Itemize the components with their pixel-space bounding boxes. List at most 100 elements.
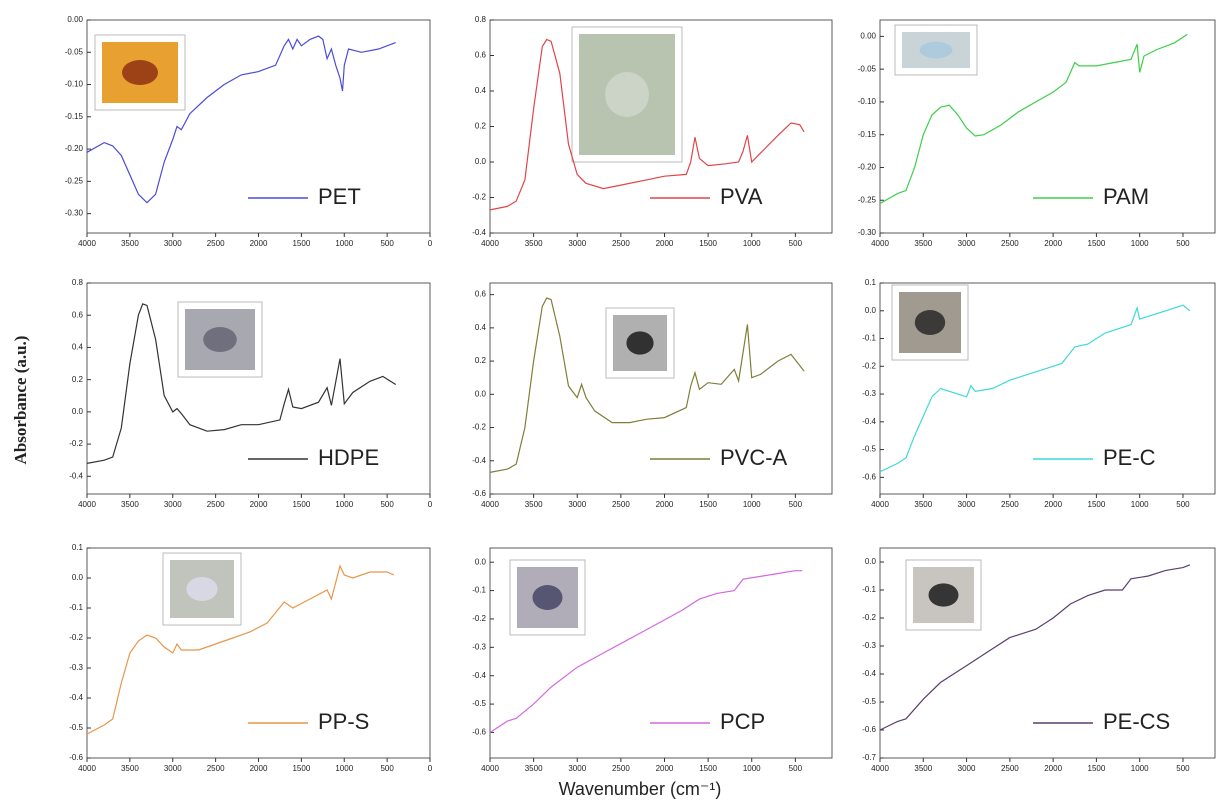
y-tick-label: 0.0 — [865, 306, 877, 315]
y-tick-label: 0.1 — [865, 278, 877, 287]
x-tick-label: 3000 — [568, 239, 586, 248]
x-tick-label: 1500 — [1088, 239, 1106, 248]
y-tick-label: 0.4 — [475, 86, 487, 95]
y-tick-label: 0.0 — [475, 157, 487, 166]
x-tick-label: 500 — [1176, 239, 1190, 248]
inset-particle — [203, 327, 237, 352]
legend-label: PVC-A — [720, 445, 788, 470]
x-tick-label: 4000 — [871, 764, 889, 773]
y-tick-label: -0.10 — [65, 80, 84, 89]
inset-particle — [186, 577, 218, 601]
y-tick-label: 0.6 — [72, 310, 84, 319]
y-tick-label: -0.5 — [69, 723, 83, 732]
y-tick-label: 0.00 — [67, 15, 83, 24]
x-tick-label: 1000 — [1131, 500, 1149, 509]
y-tick-label: -0.5 — [862, 697, 876, 706]
panel: 0.6 0.4 0.2 0.0 -0.2 -0.4 -0.6 4000 3500 3000 2500… — [472, 282, 833, 509]
x-tick-label: 2000 — [656, 764, 674, 773]
x-tick-label: 2500 — [1001, 239, 1019, 248]
y-tick-label: -0.2 — [472, 193, 486, 202]
inset-particle — [532, 585, 563, 610]
x-tick-label: 1000 — [335, 239, 353, 248]
legend-label: PVA — [720, 184, 763, 209]
x-tick-label: 2500 — [612, 239, 630, 248]
y-tick-label: -0.05 — [65, 47, 84, 56]
x-tick-label: 1500 — [292, 239, 310, 248]
y-tick-label: -0.5 — [862, 445, 876, 454]
inset-particle — [626, 331, 654, 355]
x-tick-label: 1000 — [1131, 239, 1149, 248]
x-tick-label: 4000 — [78, 500, 96, 509]
y-tick-label: -0.3 — [862, 641, 876, 650]
y-tick-label: 0.6 — [475, 51, 487, 60]
x-tick-label: 2500 — [612, 500, 630, 509]
x-tick-label: 500 — [789, 764, 803, 773]
y-tick-label: -0.6 — [862, 472, 876, 481]
x-tick-label: 1500 — [699, 764, 717, 773]
x-tick-label: 2500 — [207, 500, 225, 509]
y-tick-label: 0.00 — [860, 31, 876, 40]
x-tick-label: 2000 — [250, 239, 268, 248]
panel: 0.00 -0.05 -0.10 -0.15 -0.20 -0.25 -0.30 4000 35… — [65, 15, 433, 248]
y-tick-label: -0.20 — [858, 163, 877, 172]
x-tick-label: 3500 — [525, 500, 543, 509]
panel: 0.00 -0.05 -0.10 -0.15 -0.20 -0.25 -0.30 4000 35… — [858, 19, 1216, 248]
spectrum-line — [879, 304, 1191, 473]
spectrum-line — [86, 564, 395, 735]
y-tick-label: 0.8 — [475, 15, 487, 24]
panel: 0.8 0.6 0.4 0.2 0.0 -0.2 -0.4 4000 3500 3000 2500 2… — [69, 278, 433, 509]
plot-frame — [879, 282, 1216, 495]
y-tick-label: 0.4 — [475, 323, 487, 332]
x-tick-label: 2000 — [250, 500, 268, 509]
y-tick-label: -0.1 — [69, 603, 83, 612]
inset-particle — [605, 72, 649, 117]
y-tick-label: 0.8 — [72, 278, 84, 287]
y-tick-label: -0.2 — [472, 614, 486, 623]
inset-particle — [919, 41, 953, 59]
x-tick-label: 2000 — [656, 500, 674, 509]
spectrum-line — [86, 35, 396, 204]
x-tick-label: 3000 — [568, 500, 586, 509]
x-tick-label: 1500 — [1088, 500, 1106, 509]
y-tick-label: 0.2 — [475, 356, 487, 365]
y-tick-label: -0.2 — [69, 439, 83, 448]
y-tick-label: -0.4 — [862, 417, 876, 426]
x-tick-label: 1000 — [335, 764, 353, 773]
y-tick-label: -0.4 — [472, 671, 486, 680]
x-tick-label: 500 — [380, 764, 394, 773]
y-tick-label: -0.30 — [65, 209, 84, 218]
x-tick-label: 3500 — [121, 764, 139, 773]
spectrum-line — [86, 303, 397, 464]
legend-label: PET — [318, 184, 361, 209]
x-tick-label: 1500 — [292, 500, 310, 509]
spectrum-line — [879, 33, 1188, 205]
x-tick-label: 2000 — [656, 239, 674, 248]
y-tick-label: -0.25 — [65, 176, 84, 185]
x-tick-label: 3500 — [121, 500, 139, 509]
x-tick-label: 1500 — [292, 764, 310, 773]
legend-label: PE-CS — [1103, 709, 1170, 734]
y-tick-label: -0.25 — [858, 195, 877, 204]
panel: 0.0 -0.1 -0.2 -0.3 -0.4 -0.5 -0.6 4000 3500 3000 2… — [472, 547, 833, 773]
y-tick-label: -0.05 — [858, 64, 877, 73]
y-tick-label: -0.4 — [862, 669, 876, 678]
x-tick-label: 1000 — [743, 239, 761, 248]
x-tick-label: 2000 — [1044, 764, 1062, 773]
y-tick-label: 0.0 — [865, 557, 877, 566]
y-tick-label: -0.1 — [862, 334, 876, 343]
panel: 0.0 -0.1 -0.2 -0.3 -0.4 -0.5 -0.6 -0.7 4000 3500 3… — [862, 547, 1216, 773]
x-tick-label: 3500 — [914, 239, 932, 248]
x-tick-label: 500 — [1176, 764, 1190, 773]
x-tick-label: 1500 — [1088, 764, 1106, 773]
x-tick-label: 2500 — [207, 764, 225, 773]
y-tick-label: -0.3 — [69, 663, 83, 672]
legend-label: PP-S — [318, 709, 369, 734]
inset-particle — [122, 60, 158, 85]
x-tick-label: 4000 — [481, 239, 499, 248]
x-tick-label: 1000 — [335, 500, 353, 509]
x-tick-label: 2500 — [612, 764, 630, 773]
y-tick-label: -0.10 — [858, 97, 877, 106]
plot-frame — [489, 282, 833, 495]
y-tick-label: -0.30 — [858, 228, 877, 237]
